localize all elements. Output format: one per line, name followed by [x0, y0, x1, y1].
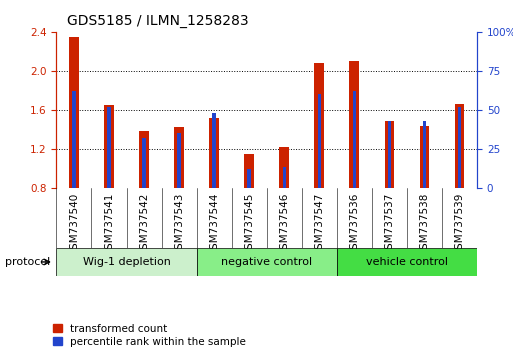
Bar	[247, 169, 251, 188]
Text: GSM737536: GSM737536	[349, 193, 360, 256]
Text: GSM737541: GSM737541	[104, 193, 114, 256]
Bar	[349, 61, 359, 188]
Bar	[337, 248, 477, 276]
Bar	[142, 138, 146, 188]
Text: GSM737544: GSM737544	[209, 193, 219, 256]
Bar	[69, 37, 79, 188]
Text: GSM737547: GSM737547	[314, 193, 324, 256]
Bar	[212, 113, 216, 188]
Bar	[420, 126, 429, 188]
Bar	[209, 118, 219, 188]
Bar	[318, 94, 321, 188]
Bar	[104, 105, 114, 188]
Bar	[244, 154, 254, 188]
Bar	[177, 133, 181, 188]
Text: negative control: negative control	[221, 257, 312, 267]
Text: GSM737540: GSM737540	[69, 193, 79, 256]
Bar	[385, 121, 394, 188]
Legend: transformed count, percentile rank within the sample: transformed count, percentile rank withi…	[51, 321, 248, 349]
Bar	[196, 248, 337, 276]
Bar	[314, 63, 324, 188]
Text: GSM737543: GSM737543	[174, 193, 184, 256]
Bar	[139, 131, 149, 188]
Bar	[458, 107, 461, 188]
Text: GSM737538: GSM737538	[420, 193, 429, 256]
Bar	[174, 127, 184, 188]
Text: GSM737537: GSM737537	[384, 193, 394, 256]
Bar	[352, 91, 356, 188]
Bar	[280, 147, 289, 188]
Text: Wig-1 depletion: Wig-1 depletion	[83, 257, 170, 267]
Bar	[56, 248, 196, 276]
Text: GDS5185 / ILMN_1258283: GDS5185 / ILMN_1258283	[67, 14, 248, 28]
Text: protocol: protocol	[5, 257, 50, 267]
Bar	[388, 121, 391, 188]
Text: GSM737542: GSM737542	[139, 193, 149, 256]
Bar	[423, 121, 426, 188]
Bar	[283, 167, 286, 188]
Text: GSM737545: GSM737545	[244, 193, 254, 256]
Bar	[72, 91, 76, 188]
Text: vehicle control: vehicle control	[366, 257, 448, 267]
Bar	[107, 107, 111, 188]
Bar	[455, 104, 464, 188]
Text: GSM737539: GSM737539	[455, 193, 465, 256]
Text: GSM737546: GSM737546	[279, 193, 289, 256]
